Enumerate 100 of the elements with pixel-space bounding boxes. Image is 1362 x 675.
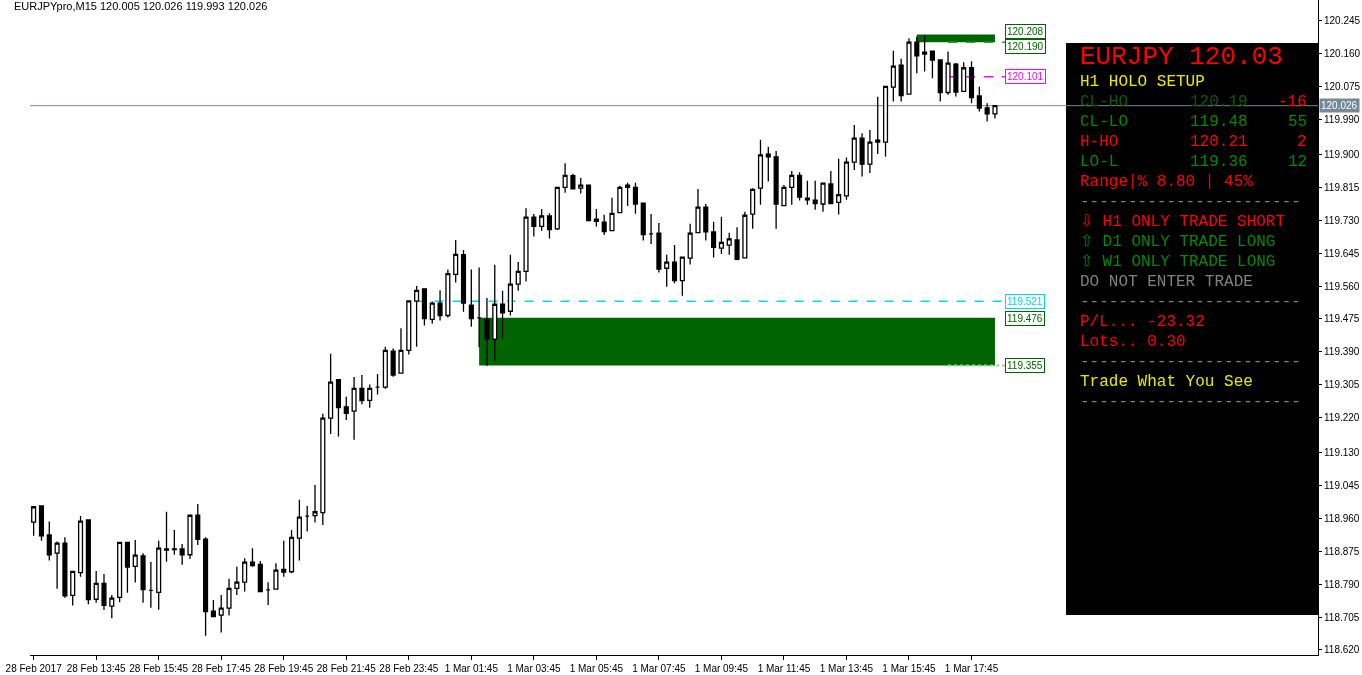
candlestick [515,261,521,292]
y-tick-label: 119.560 [1324,280,1360,292]
x-tick-label: 1 Mar 13:45 [819,663,874,674]
candlestick [304,505,310,533]
candlestick [914,36,920,74]
candlestick [734,226,740,261]
candlestick [156,540,162,611]
candlestick [249,547,256,568]
candlestick [773,150,779,230]
candlestick [890,50,896,103]
candlestick [976,86,982,113]
candlestick [961,61,967,93]
candlestick [437,289,443,322]
candlestick [421,288,427,327]
candlestick [234,566,240,596]
candlestick [929,50,935,79]
candlestick [218,594,224,634]
candlestick [171,529,177,556]
x-tick-label: 28 Feb 15:45 [129,663,189,674]
y-tick-label: 120.160 [1324,48,1361,60]
y-tick-label: 119.645 [1324,247,1360,259]
annotation: ⇧ D1 ONLY TRADE LONG [1080,233,1276,251]
candlestick [265,581,271,606]
candlestick [132,539,138,584]
candlestick [742,211,748,259]
annotation: H1 HOLO SETUP [1080,73,1205,91]
candlestick [953,62,959,98]
annotation: CL-LO [1080,113,1129,131]
candlestick [750,187,756,230]
candlestick [609,197,615,232]
annotation: 119.521 [1007,296,1043,307]
annotation: Trade What You See [1080,373,1253,391]
candlestick [656,222,662,274]
annotation: 119.355 [1007,360,1043,371]
y-tick-label: 119.130 [1324,447,1360,459]
candlestick [601,214,607,236]
y-tick-label: 120.245 [1324,15,1361,27]
candlestick [273,562,279,590]
annotation: H-HO [1080,133,1119,151]
y-tick-label: 119.390 [1324,346,1360,358]
candlestick [711,221,717,259]
candlestick [242,557,248,593]
candlestick [531,213,537,238]
candlestick [718,216,724,255]
y-tick-label: 119.475 [1324,313,1360,325]
annotation: 120.190 [1007,41,1044,52]
candlestick [867,129,873,174]
annotation: ----------------------- [1080,393,1301,411]
candlestick [703,203,709,242]
candlestick [617,185,623,214]
annotation: ----------------------- [1080,353,1301,371]
candlestick [31,505,37,537]
candlestick [843,156,850,201]
annotation: LO-L [1080,153,1119,171]
candlestick [140,552,146,604]
candlestick [359,374,365,405]
x-tick-label: 1 Mar 15:45 [882,663,937,674]
annotation: 12 [1288,153,1308,171]
candlestick [85,519,91,605]
candlestick [328,353,334,435]
annotation: ----------------------- [1080,293,1301,311]
candlestick [148,561,154,609]
y-tick-label: 118.705 [1324,611,1360,623]
candlestick [593,208,599,228]
candlestick [54,540,60,590]
candlestick [828,170,834,205]
y-tick-label: 118.875 [1324,545,1360,557]
candlestick [945,50,951,96]
candlestick [671,244,678,285]
candlestick [484,297,490,367]
annotation: Range|% 8.80 | 45% [1080,173,1254,191]
candlestick [453,239,459,284]
x-tick-label: 1 Mar 09:45 [694,663,749,674]
annotation: P/L... -23.32 [1080,313,1205,331]
candlestick [882,85,889,158]
x-tick-label: 28 Feb 23:45 [379,663,439,674]
candlestick [398,327,404,374]
candlestick [836,158,842,216]
annotation: Lots.. 0.30 [1080,333,1186,351]
candlestick [117,541,123,603]
candlestick [289,529,295,574]
candlestick [984,102,990,123]
y-tick-label: 120.075 [1324,81,1361,93]
y-tick-label: 118.620 [1324,644,1360,656]
candlestick [570,173,576,190]
candlestick [312,484,318,524]
candlestick [296,499,302,562]
candlestick [539,208,545,232]
y-tick-label: 119.900 [1324,148,1360,160]
candlestick [320,413,326,526]
candlestick [70,570,76,607]
candlestick [992,105,998,120]
candlestick [804,180,810,206]
candlestick [546,212,553,240]
candlestick [179,543,185,566]
candlestick [906,37,912,95]
candlestick [187,514,193,560]
x-tick-label: 28 Feb 2017 [5,663,63,674]
candlestick [859,132,865,178]
candlestick [163,511,170,563]
